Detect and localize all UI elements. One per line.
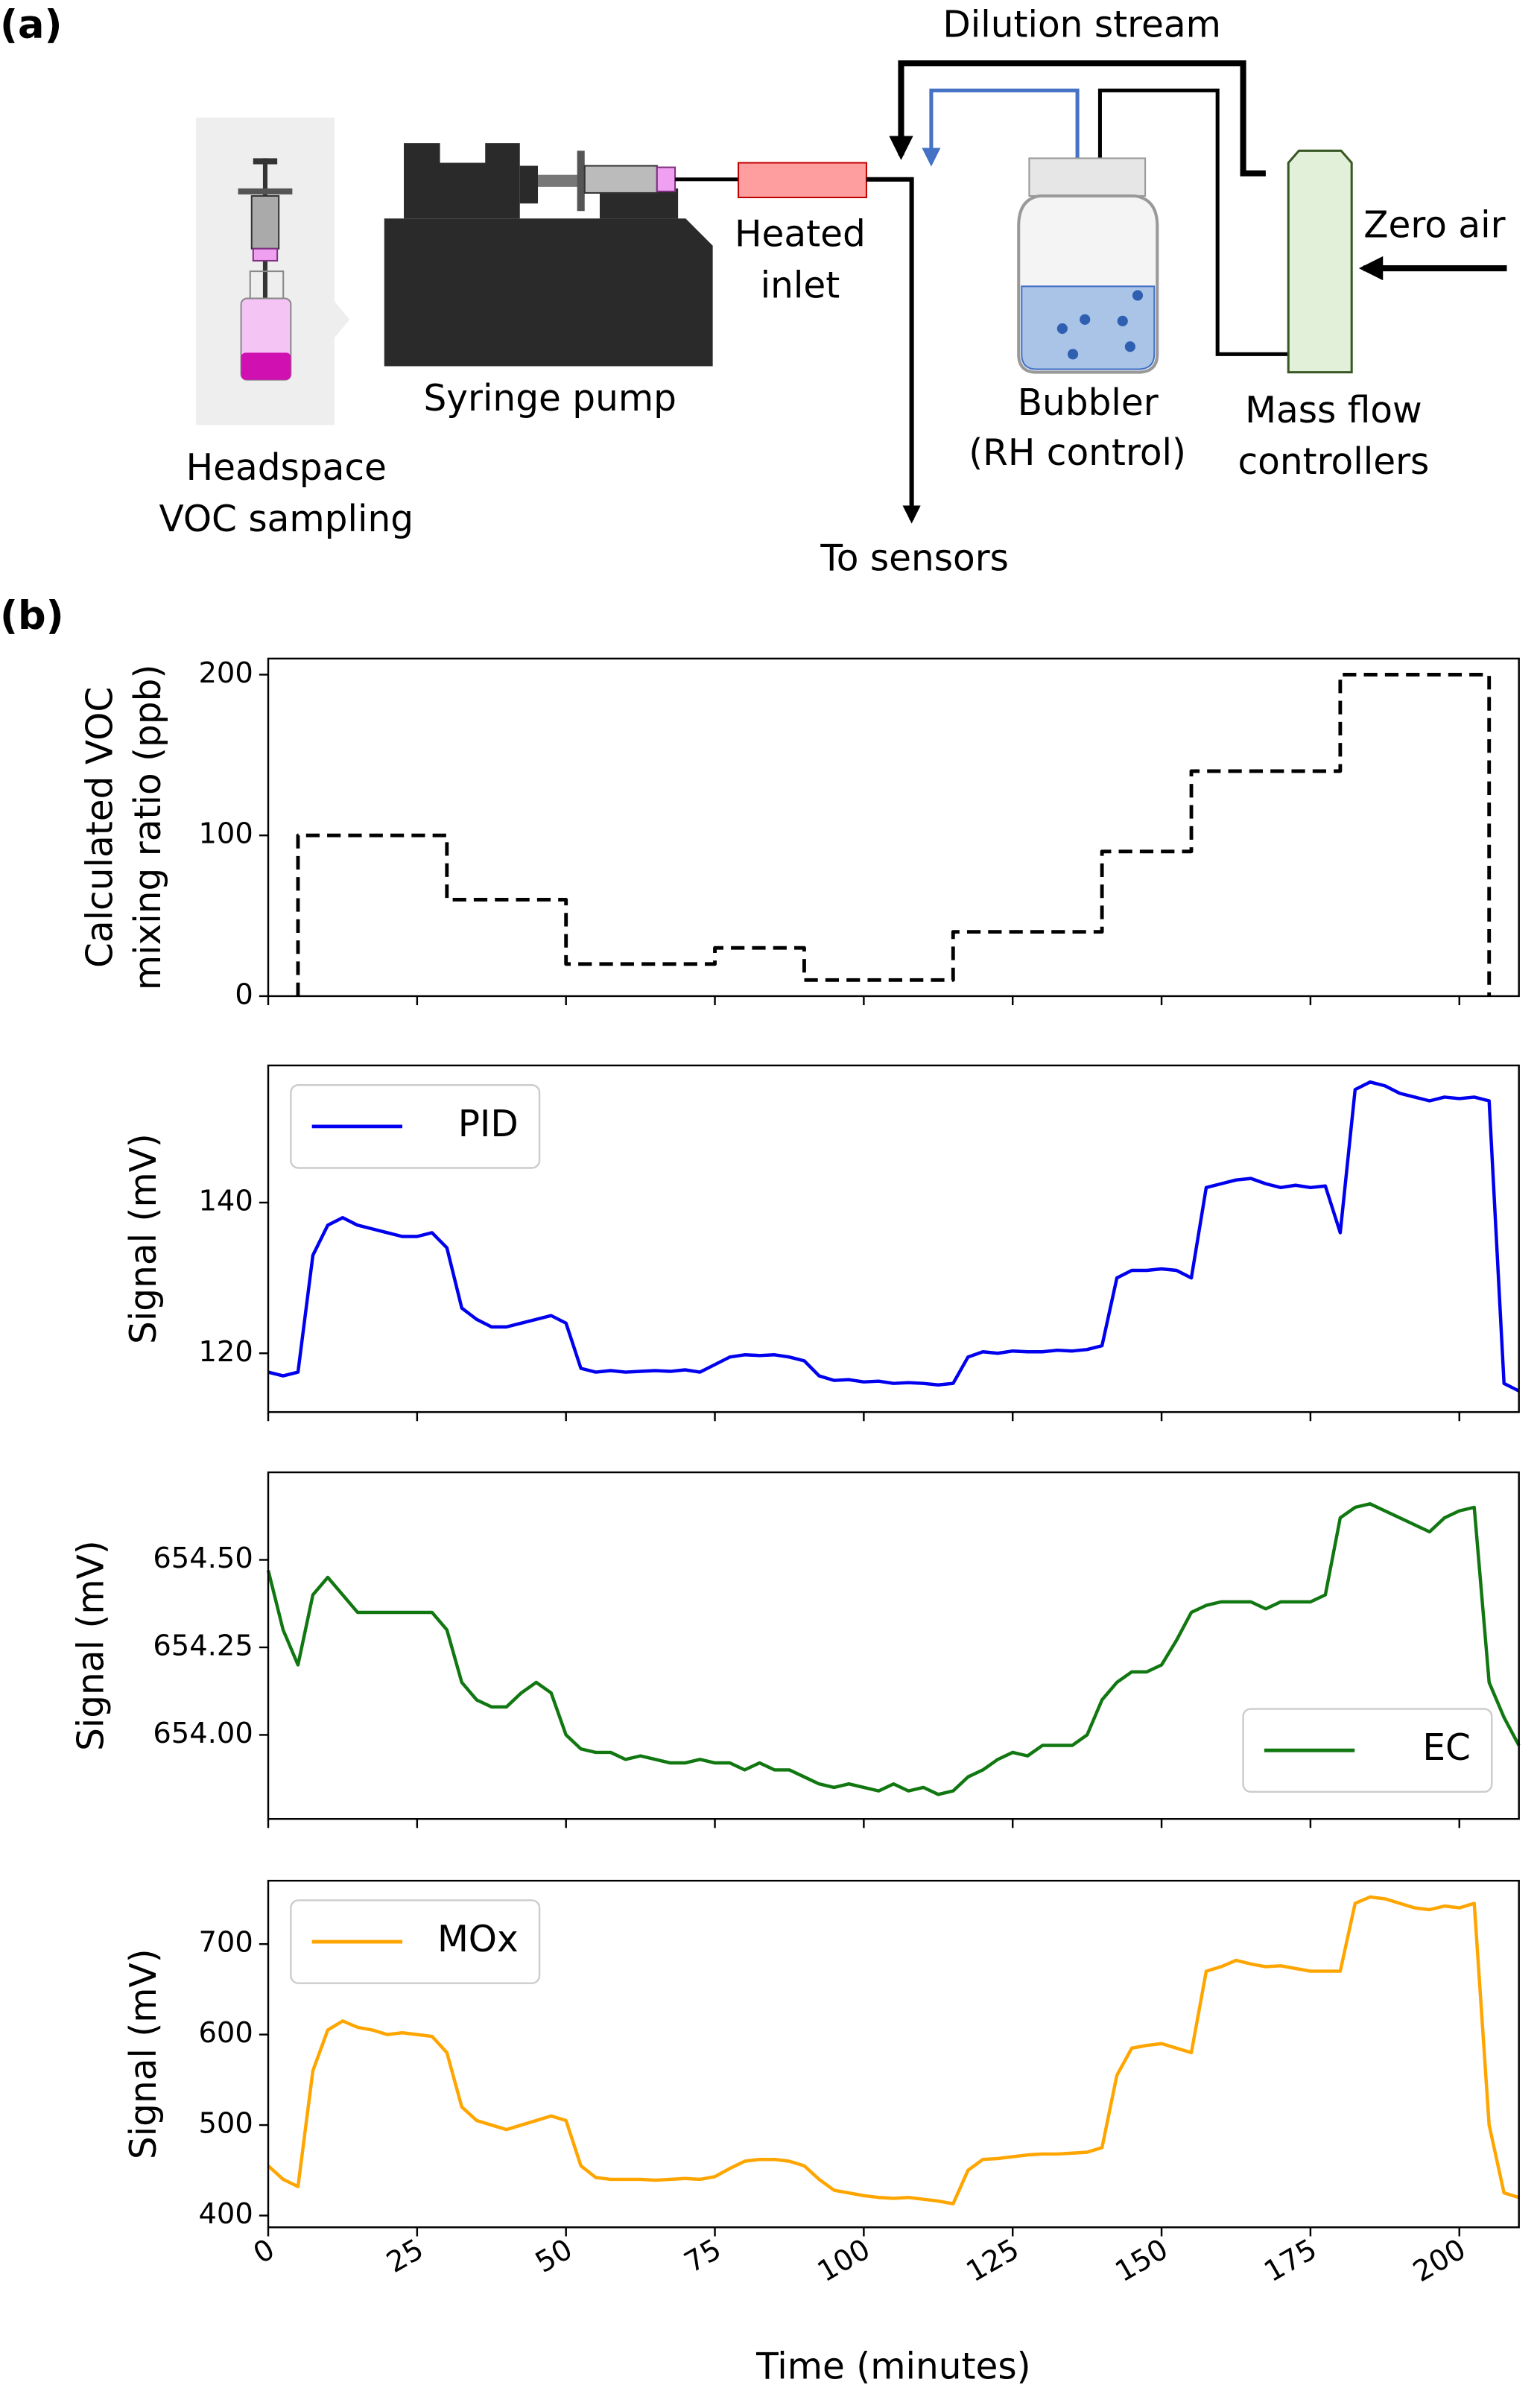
y-tick-label: 120: [198, 1335, 253, 1369]
x-tick-label: 100: [812, 2232, 876, 2289]
dilution-label: Dilution stream: [942, 4, 1221, 45]
bubbler-lid: [1028, 157, 1147, 197]
mfc-label: Mass flow: [1245, 390, 1422, 431]
x-tick-label: 0: [248, 2232, 281, 2270]
y-tick-label: 140: [198, 1185, 253, 1218]
y-tick-label: 654.50: [153, 1542, 253, 1575]
pump-pusher: [519, 165, 539, 204]
syringe-cap: [253, 158, 278, 165]
axes-frame: [267, 1879, 1520, 2229]
pump-label: Syringe pump: [423, 378, 676, 419]
y-tick-label: 654.25: [153, 1629, 253, 1662]
data-line: [266, 1502, 1521, 1796]
axes-frame: [267, 1064, 1520, 1413]
y-axis-label: Signal (mV): [70, 1540, 112, 1751]
data-line: [267, 1080, 1520, 1393]
x-tick-label: 200: [1407, 2232, 1471, 2289]
pump-block: [404, 143, 520, 219]
pump-body: [384, 218, 713, 367]
bubbler-label: Bubbler: [1018, 382, 1159, 424]
syringe-barrel: [250, 194, 280, 250]
y-tick-label: 600: [198, 2016, 253, 2050]
y-tick-label: 400: [198, 2197, 253, 2231]
legend-box: [290, 1899, 541, 1984]
y-tick-label: 654.00: [153, 1717, 253, 1750]
inlet-label: Heated: [735, 214, 866, 256]
y-tick-label: 700: [198, 1926, 253, 1960]
x-tick-label: 150: [1109, 2232, 1173, 2289]
y-axis-label: mixing ratio (ppb): [127, 665, 169, 991]
syringe-tip: [252, 247, 279, 262]
bubbler-water: [1021, 285, 1156, 370]
headspace-label: Headspace: [186, 447, 387, 489]
to-sensors-label: To sensors: [820, 537, 1009, 579]
inlet-label: inlet: [761, 265, 840, 306]
data-line: [267, 1895, 1520, 2205]
y-tick-label: 200: [198, 656, 253, 690]
zero-air-label: Zero air: [1363, 204, 1505, 246]
y-tick-label: 0: [235, 978, 253, 1011]
panel-label: (a): [0, 2, 63, 48]
axes-frame: [267, 1471, 1520, 1820]
y-axis-label: Calculated VOC: [80, 687, 121, 968]
legend-box: [1242, 1708, 1493, 1793]
legend-label: PID: [458, 1103, 519, 1145]
x-tick-label: 50: [530, 2232, 578, 2279]
to-sensors-line: [866, 177, 921, 524]
pump-plunger: [538, 174, 583, 187]
panel-a: (a) Headspace VOC sampling Syringe pump …: [0, 2, 1507, 579]
sampling-pointer: [334, 301, 350, 338]
dilution-line: [889, 60, 1266, 177]
y-axis-label: Signal (mV): [123, 1948, 165, 2159]
legend-label: MOx: [437, 1919, 519, 1960]
legend-box: [290, 1084, 541, 1169]
pump-barrel: [583, 165, 658, 194]
x-tick-label: 75: [679, 2232, 727, 2279]
bubbler-label: (RH control): [969, 432, 1186, 474]
legend-label: EC: [1422, 1727, 1471, 1769]
vial-liquid: [241, 352, 291, 380]
y-tick-label: 100: [198, 817, 253, 851]
mfc-label: controllers: [1238, 441, 1430, 483]
pump-tip: [656, 166, 676, 192]
panel-label: (b): [0, 593, 64, 639]
x-tick-label: 175: [1258, 2232, 1322, 2289]
axes-frame: [267, 657, 1520, 998]
heated-inlet: [738, 162, 867, 199]
x-tick-label: 125: [961, 2232, 1025, 2289]
x-tick-label: 25: [381, 2232, 429, 2279]
syringe-flange: [238, 188, 293, 194]
pump-flange: [577, 151, 585, 212]
data-line: [296, 673, 1492, 996]
mass-flow-controller: [1287, 149, 1353, 374]
x-axis-label: Time (minutes): [755, 2346, 1031, 2387]
y-tick-label: 500: [198, 2107, 253, 2141]
headspace-label: VOC sampling: [159, 498, 414, 540]
y-axis-label: Signal (mV): [123, 1133, 165, 1344]
bubbles: [1056, 290, 1144, 360]
